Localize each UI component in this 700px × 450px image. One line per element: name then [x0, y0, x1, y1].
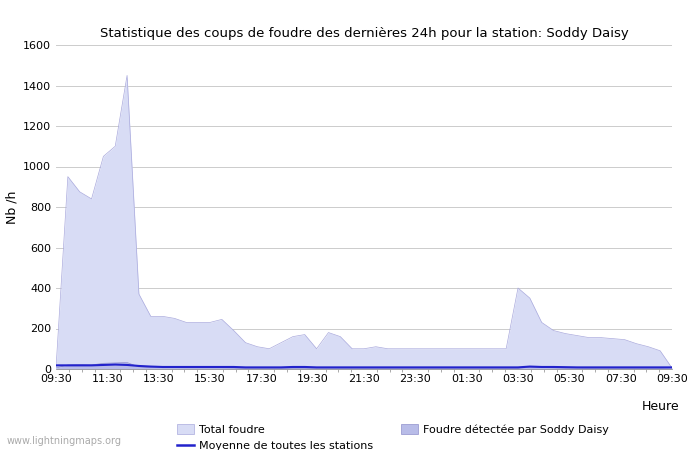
Text: www.lightningmaps.org: www.lightningmaps.org — [7, 436, 122, 446]
Y-axis label: Nb /h: Nb /h — [6, 190, 19, 224]
Text: Heure: Heure — [641, 400, 679, 414]
Legend: Total foudre, Moyenne de toutes les stations, Foudre détectée par Soddy Daisy: Total foudre, Moyenne de toutes les stat… — [172, 420, 613, 450]
Title: Statistique des coups de foudre des dernières 24h pour la station: Soddy Daisy: Statistique des coups de foudre des dern… — [99, 27, 629, 40]
